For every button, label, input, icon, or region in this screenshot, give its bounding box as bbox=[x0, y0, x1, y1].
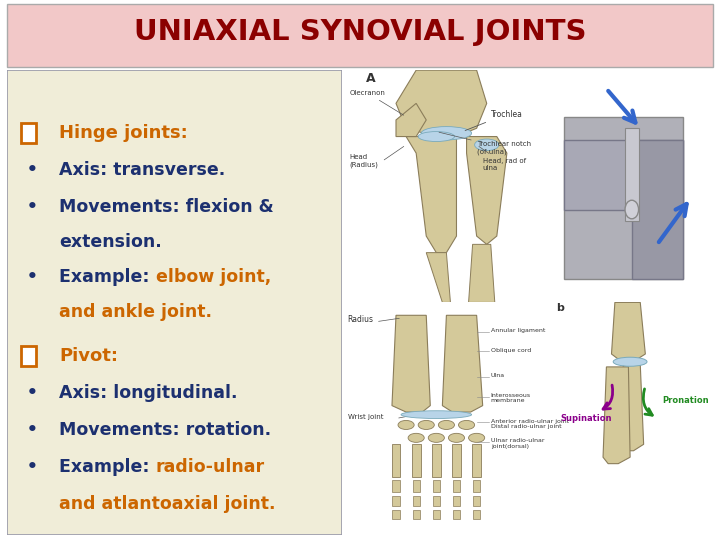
Text: Ulna: Ulna bbox=[491, 373, 505, 379]
Text: radio-ulnar: radio-ulnar bbox=[156, 458, 265, 476]
Text: Movements: flexion &: Movements: flexion & bbox=[59, 198, 274, 216]
Bar bbox=[433, 481, 440, 492]
Text: Wrist joint: Wrist joint bbox=[348, 414, 383, 420]
Ellipse shape bbox=[408, 433, 424, 442]
Text: Movements: rotation.: Movements: rotation. bbox=[59, 421, 271, 439]
Bar bbox=[21, 346, 36, 366]
Text: Olecranon: Olecranon bbox=[350, 90, 404, 115]
Text: Trochlea: Trochlea bbox=[465, 110, 523, 131]
Text: •: • bbox=[26, 267, 39, 287]
Ellipse shape bbox=[418, 421, 434, 429]
Bar bbox=[472, 444, 481, 477]
Text: Hinge joints:: Hinge joints: bbox=[59, 124, 188, 142]
Text: b: b bbox=[556, 303, 564, 313]
Bar bbox=[392, 496, 400, 506]
Text: Ulnar radio-ulnar
joint(dorsal): Ulnar radio-ulnar joint(dorsal) bbox=[491, 438, 544, 449]
Ellipse shape bbox=[469, 433, 485, 442]
Text: Interosseous
membrane: Interosseous membrane bbox=[491, 393, 531, 403]
Text: Supination: Supination bbox=[561, 414, 612, 423]
Bar bbox=[413, 496, 420, 506]
Text: •: • bbox=[26, 420, 39, 440]
Ellipse shape bbox=[449, 433, 464, 442]
Text: Axis: transverse.: Axis: transverse. bbox=[59, 161, 225, 179]
Bar bbox=[473, 510, 480, 519]
Text: •: • bbox=[26, 383, 39, 403]
Polygon shape bbox=[618, 364, 644, 451]
Ellipse shape bbox=[438, 421, 454, 429]
Bar bbox=[392, 510, 400, 519]
Bar bbox=[473, 496, 480, 506]
Bar bbox=[392, 444, 400, 477]
Bar bbox=[433, 510, 440, 519]
Bar bbox=[21, 123, 36, 143]
Text: Axis: longitudinal.: Axis: longitudinal. bbox=[59, 384, 238, 402]
Text: •: • bbox=[26, 457, 39, 477]
Ellipse shape bbox=[428, 433, 444, 442]
Polygon shape bbox=[603, 367, 630, 464]
Polygon shape bbox=[442, 315, 482, 412]
Polygon shape bbox=[467, 137, 507, 244]
Text: Example:: Example: bbox=[59, 268, 156, 286]
Text: Head, rad of
ulna: Head, rad of ulna bbox=[479, 146, 526, 171]
Text: Example:: Example: bbox=[59, 458, 156, 476]
Polygon shape bbox=[611, 302, 645, 361]
Bar bbox=[392, 481, 400, 492]
Text: Pronation: Pronation bbox=[662, 396, 709, 405]
Text: UNIAXIAL SYNOVIAL JOINTS: UNIAXIAL SYNOVIAL JOINTS bbox=[134, 18, 586, 45]
Ellipse shape bbox=[625, 200, 639, 219]
Polygon shape bbox=[426, 253, 451, 302]
Bar bbox=[413, 510, 420, 519]
Text: and ankle joint.: and ankle joint. bbox=[59, 303, 212, 321]
Text: elbow joint,: elbow joint, bbox=[156, 268, 271, 286]
Polygon shape bbox=[632, 140, 683, 279]
Ellipse shape bbox=[418, 132, 454, 141]
Bar bbox=[452, 444, 461, 477]
Bar bbox=[564, 117, 683, 279]
Text: Annular ligament: Annular ligament bbox=[491, 328, 545, 333]
Text: A: A bbox=[366, 72, 375, 85]
Bar bbox=[473, 481, 480, 492]
Text: Head
(Radius): Head (Radius) bbox=[350, 154, 379, 168]
Ellipse shape bbox=[474, 139, 499, 151]
Text: extension.: extension. bbox=[59, 233, 162, 251]
Ellipse shape bbox=[398, 421, 414, 429]
Bar bbox=[453, 510, 460, 519]
Text: Radius: Radius bbox=[348, 315, 374, 324]
Ellipse shape bbox=[613, 357, 647, 366]
Bar bbox=[432, 444, 441, 477]
Text: Pivot:: Pivot: bbox=[59, 347, 118, 365]
Polygon shape bbox=[396, 70, 487, 137]
Text: •: • bbox=[26, 160, 39, 180]
Polygon shape bbox=[396, 103, 426, 137]
Bar bbox=[413, 481, 420, 492]
Text: Oblique cord: Oblique cord bbox=[491, 348, 531, 353]
Text: Trochlear notch
(of ulna): Trochlear notch (of ulna) bbox=[439, 132, 531, 154]
Bar bbox=[412, 444, 420, 477]
Bar bbox=[453, 496, 460, 506]
Ellipse shape bbox=[401, 411, 472, 418]
Polygon shape bbox=[564, 140, 683, 210]
Bar bbox=[453, 481, 460, 492]
Polygon shape bbox=[469, 244, 495, 302]
Text: Anterior radio-ulnar joint
Distal radio-ulnar joint: Anterior radio-ulnar joint Distal radio-… bbox=[491, 418, 569, 429]
Ellipse shape bbox=[459, 421, 474, 429]
Ellipse shape bbox=[421, 126, 472, 140]
Polygon shape bbox=[406, 137, 456, 253]
Text: •: • bbox=[26, 197, 39, 217]
Bar bbox=[625, 128, 639, 221]
Text: and atlantoaxial joint.: and atlantoaxial joint. bbox=[59, 495, 276, 514]
Bar bbox=[433, 496, 440, 506]
Polygon shape bbox=[392, 315, 431, 412]
